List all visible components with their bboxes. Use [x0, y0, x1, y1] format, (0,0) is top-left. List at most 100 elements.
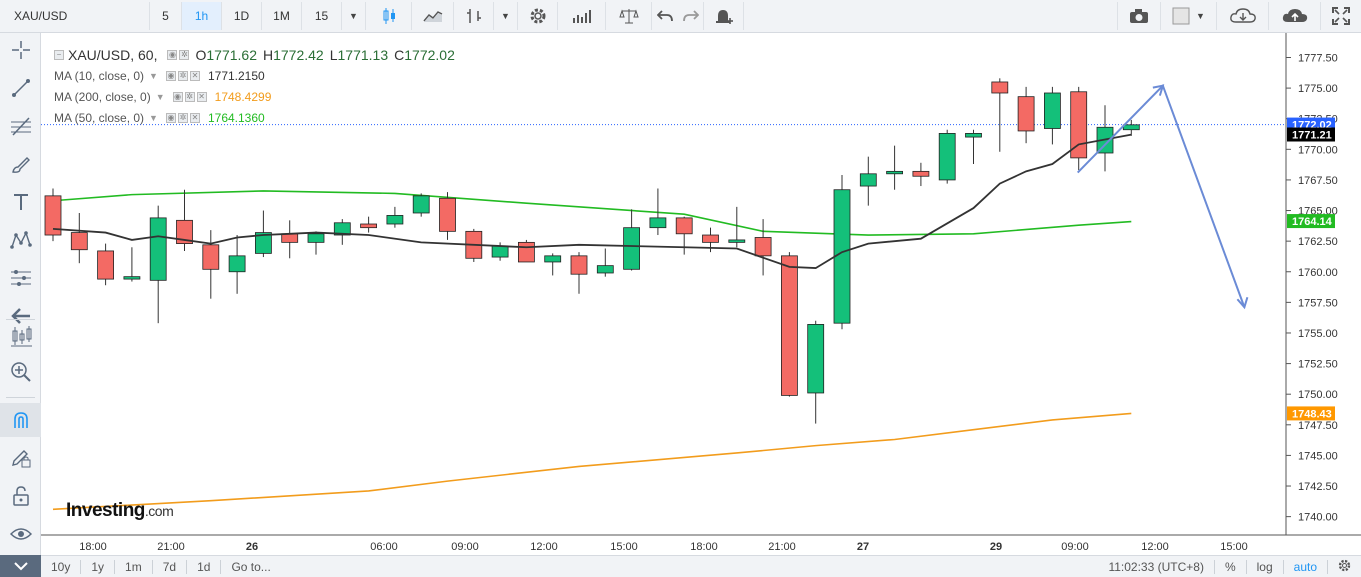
brush-tool[interactable] [0, 147, 41, 181]
toolbar-collapse-button[interactable] [0, 555, 41, 577]
candle-body[interactable] [1122, 124, 1140, 131]
range-button-7d[interactable]: 7d [162, 559, 177, 574]
chevron-down-icon[interactable]: ▼ [155, 92, 165, 102]
back-tool[interactable] [0, 299, 41, 333]
candle-body[interactable] [649, 217, 667, 229]
candles-style-button[interactable] [366, 2, 412, 30]
candle-body[interactable] [307, 233, 325, 243]
candle-body[interactable] [1070, 91, 1088, 159]
gear-icon[interactable]: ✲ [184, 92, 195, 102]
candle-body[interactable] [517, 241, 535, 263]
close-icon[interactable]: ✕ [189, 113, 200, 123]
candle-body[interactable] [491, 245, 509, 258]
alert-button[interactable] [704, 2, 744, 30]
goto-button[interactable]: Go to... [231, 559, 271, 574]
auto-scale-button[interactable]: auto [1293, 559, 1317, 574]
chevron-down-icon[interactable]: ▼ [149, 71, 158, 81]
interval-button-1d[interactable]: 1D [222, 2, 262, 30]
candle-body[interactable] [123, 276, 141, 280]
gear-icon[interactable]: ✲ [177, 71, 188, 81]
candle-body[interactable] [728, 239, 746, 243]
chart-settings-button[interactable] [1328, 559, 1361, 575]
price-axis[interactable] [1286, 33, 1361, 555]
gear-icon[interactable]: ✲ [179, 50, 190, 60]
fullscreen-button[interactable] [1321, 2, 1361, 30]
eye-icon[interactable]: ◉ [165, 71, 176, 81]
candle-body[interactable] [991, 81, 1009, 94]
eye-icon[interactable]: ◉ [167, 50, 178, 60]
indicators-button[interactable] [558, 2, 606, 30]
percent-scale-button[interactable]: % [1224, 559, 1236, 574]
load-chart-button[interactable] [1217, 2, 1269, 30]
eye-icon[interactable]: ◉ [172, 92, 183, 102]
candle-body[interactable] [596, 265, 614, 274]
candle-body[interactable] [149, 217, 167, 281]
bars-style-button[interactable] [454, 2, 494, 30]
range-button-1m[interactable]: 1m [125, 559, 142, 574]
interval-button-5[interactable]: 5 [150, 2, 182, 30]
gear-icon[interactable]: ✲ [177, 113, 188, 123]
range-button-1y[interactable]: 1y [91, 559, 105, 574]
redo-button[interactable] [678, 2, 704, 30]
zoom-tool[interactable] [0, 355, 41, 389]
log-scale-button[interactable]: log [1256, 559, 1273, 574]
range-button-10y[interactable]: 10y [51, 559, 71, 574]
eye-icon[interactable]: ◉ [165, 113, 176, 123]
candle-body[interactable] [1044, 92, 1061, 129]
color-picker-button[interactable]: ▼ [1161, 2, 1217, 30]
collapse-legend-icon[interactable]: − [54, 50, 64, 60]
area-style-button[interactable] [412, 2, 454, 30]
text-tool[interactable] [0, 185, 41, 219]
candle-body[interactable] [176, 219, 193, 244]
interval-button-1h[interactable]: 1h [182, 2, 222, 30]
interval-dropdown-button[interactable]: ▼ [342, 2, 366, 30]
candle-body[interactable] [254, 232, 272, 254]
interval-button-15[interactable]: 15 [302, 2, 342, 30]
undo-button[interactable] [652, 2, 678, 30]
candle-body[interactable] [859, 173, 877, 187]
pattern-tool[interactable] [0, 223, 41, 257]
lock-tool[interactable] [0, 479, 41, 513]
chevron-down-icon[interactable]: ▼ [149, 113, 158, 123]
candle-body[interactable] [70, 232, 88, 251]
fib-tool[interactable] [0, 109, 41, 143]
candle-body[interactable] [807, 324, 825, 394]
candle-body[interactable] [965, 133, 982, 138]
candle-body[interactable] [412, 195, 430, 214]
candle-body[interactable] [623, 227, 640, 270]
candle-body[interactable] [912, 170, 930, 177]
candle-body[interactable] [202, 244, 220, 270]
candle-body[interactable] [97, 250, 114, 280]
settings-button[interactable] [518, 2, 558, 30]
magnet-tool[interactable] [0, 403, 41, 437]
candle-body[interactable] [544, 255, 562, 263]
close-icon[interactable]: ✕ [189, 71, 200, 81]
candle-body[interactable] [281, 233, 299, 243]
symbol-search[interactable]: XAU/USD [0, 2, 150, 30]
candle-body[interactable] [781, 255, 798, 396]
candles-tool[interactable] [0, 319, 41, 353]
visibility-tool[interactable] [0, 517, 41, 551]
close-icon[interactable]: ✕ [196, 92, 207, 102]
candle-body[interactable] [44, 195, 62, 236]
candle-body[interactable] [886, 170, 903, 175]
candle-body[interactable] [1017, 96, 1035, 132]
save-chart-button[interactable] [1269, 2, 1321, 30]
candle-body[interactable] [439, 197, 456, 232]
candle-body[interactable] [938, 133, 956, 181]
prediction-tool[interactable] [0, 261, 41, 295]
clock-timezone[interactable]: 11:02:33 (UTC+8) [1108, 559, 1204, 574]
interval-button-1m[interactable]: 1M [262, 2, 302, 30]
candle-body[interactable] [754, 237, 772, 257]
candle-body[interactable] [333, 222, 351, 236]
crosshair-tool[interactable] [0, 33, 41, 67]
screenshot-button[interactable] [1117, 2, 1161, 30]
candle-body[interactable] [675, 217, 693, 235]
style-dropdown-button[interactable]: ▼ [494, 2, 518, 30]
range-button-1d[interactable]: 1d [197, 559, 211, 574]
candle-body[interactable] [702, 234, 719, 243]
stay-drawing-tool[interactable] [0, 441, 41, 475]
chart-pane[interactable]: 1777.501775.001772.501770.001767.501765.… [41, 33, 1361, 577]
candle-body[interactable] [570, 255, 588, 275]
candle-body[interactable] [360, 223, 378, 229]
